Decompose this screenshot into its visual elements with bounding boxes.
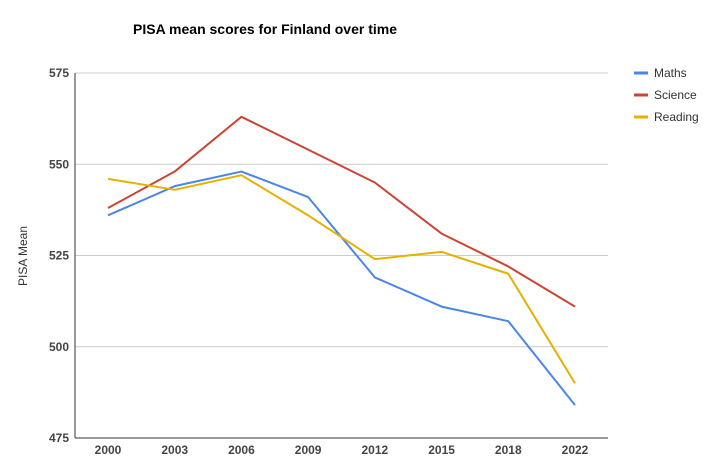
x-tick-label: 2009 [295,443,322,457]
x-tick-label: 2022 [562,443,589,457]
series-line-maths [108,172,575,406]
legend-label-science: Science [654,88,697,102]
series-lines [108,117,575,405]
series-line-science [108,117,575,307]
x-tick-label: 2000 [95,443,122,457]
y-axis-label: PISA Mean [16,226,30,286]
legend-label-maths: Maths [654,66,687,80]
y-axis-ticks: 475 500 525 550 575 [49,66,69,445]
y-tick-label: 525 [49,249,69,263]
x-tick-label: 2012 [362,443,389,457]
x-tick-label: 2006 [228,443,255,457]
x-tick-label: 2018 [495,443,522,457]
line-chart: PISA mean scores for Finland over time P… [0,0,717,470]
x-tick-label: 2003 [161,443,188,457]
x-axis-ticks: 2000 2003 2006 2009 2012 2015 2018 2022 [95,443,589,457]
y-tick-label: 550 [49,157,69,171]
series-line-reading [108,175,575,383]
y-tick-label: 475 [49,431,69,445]
y-tick-label: 500 [49,340,69,354]
legend-label-reading: Reading [654,110,699,124]
legend: Maths Science Reading [634,66,699,124]
chart-title: PISA mean scores for Finland over time [133,21,397,37]
x-tick-label: 2015 [428,443,455,457]
y-tick-label: 575 [49,66,69,80]
